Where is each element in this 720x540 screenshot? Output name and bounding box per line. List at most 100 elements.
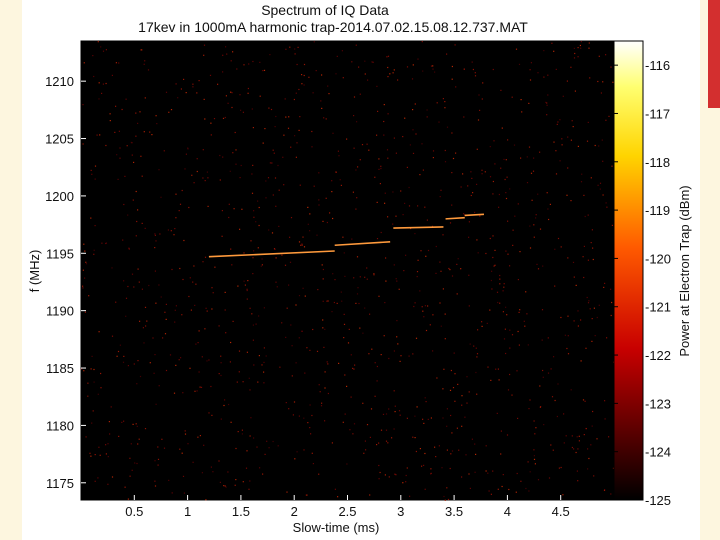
noise-speckle <box>351 61 353 63</box>
noise-speckle <box>414 437 416 439</box>
noise-speckle <box>184 433 187 435</box>
noise-speckle <box>367 79 369 81</box>
noise-speckle <box>290 217 293 219</box>
noise-speckle <box>508 488 510 491</box>
noise-speckle <box>388 408 390 410</box>
y-tick-label: 1185 <box>46 361 74 376</box>
noise-speckle <box>404 117 406 119</box>
noise-speckle <box>548 218 550 221</box>
noise-speckle <box>137 209 139 211</box>
noise-speckle <box>517 330 519 333</box>
noise-speckle <box>546 114 548 116</box>
noise-speckle <box>590 444 592 446</box>
noise-speckle <box>518 63 521 65</box>
noise-speckle <box>592 247 594 249</box>
noise-speckle <box>550 368 552 370</box>
noise-speckle <box>527 344 529 346</box>
noise-speckle <box>102 50 105 52</box>
noise-speckle <box>323 117 325 119</box>
noise-speckle <box>265 197 267 199</box>
noise-speckle <box>430 65 433 67</box>
noise-speckle <box>84 250 86 252</box>
noise-speckle <box>577 310 579 312</box>
noise-speckle <box>328 93 330 95</box>
noise-speckle <box>570 389 572 391</box>
noise-speckle <box>85 263 88 265</box>
noise-speckle <box>567 353 570 355</box>
noise-speckle <box>410 227 412 230</box>
noise-speckle <box>236 68 238 70</box>
noise-speckle <box>432 314 434 316</box>
noise-speckle <box>114 131 116 133</box>
noise-speckle <box>477 252 479 254</box>
noise-speckle <box>182 475 185 477</box>
noise-speckle <box>553 356 555 358</box>
noise-speckle <box>513 144 516 146</box>
noise-speckle <box>141 222 143 224</box>
noise-speckle <box>289 46 291 48</box>
noise-speckle <box>259 95 261 97</box>
noise-speckle <box>355 208 357 210</box>
noise-speckle <box>475 371 477 374</box>
noise-speckle <box>434 71 436 73</box>
noise-speckle <box>298 295 301 297</box>
noise-speckle <box>505 250 507 252</box>
noise-speckle <box>567 257 569 259</box>
noise-speckle <box>158 284 160 286</box>
noise-speckle <box>91 173 93 175</box>
noise-speckle <box>309 427 311 429</box>
noise-speckle <box>427 249 430 252</box>
y-tick-label: 1195 <box>46 246 74 261</box>
noise-speckle <box>154 233 156 235</box>
noise-speckle <box>415 450 417 453</box>
noise-speckle <box>85 261 87 263</box>
noise-speckle <box>311 130 313 133</box>
noise-speckle <box>253 210 255 212</box>
noise-speckle <box>97 41 99 43</box>
noise-speckle <box>107 483 109 485</box>
noise-speckle <box>111 267 113 269</box>
noise-speckle <box>542 369 544 372</box>
noise-speckle <box>88 295 90 297</box>
noise-speckle <box>210 385 212 388</box>
noise-speckle <box>182 278 184 281</box>
noise-speckle <box>322 327 324 329</box>
noise-speckle <box>588 457 590 460</box>
noise-speckle <box>91 355 93 357</box>
noise-speckle <box>571 446 573 449</box>
noise-speckle <box>393 137 395 139</box>
noise-speckle <box>516 370 518 372</box>
noise-speckle <box>507 253 509 255</box>
noise-speckle <box>353 115 355 117</box>
noise-speckle <box>224 485 226 487</box>
noise-speckle <box>303 63 306 66</box>
noise-speckle <box>518 344 520 346</box>
noise-speckle <box>137 268 139 270</box>
noise-speckle <box>334 488 336 490</box>
noise-speckle <box>268 107 270 109</box>
noise-speckle <box>303 84 305 86</box>
noise-speckle <box>553 50 555 52</box>
signal-track <box>208 213 484 258</box>
noise-speckle <box>604 418 606 420</box>
noise-speckle <box>289 261 292 263</box>
noise-speckle <box>94 225 96 227</box>
noise-speckle <box>184 430 186 432</box>
noise-speckle <box>165 303 167 305</box>
noise-speckle <box>136 383 138 385</box>
noise-speckle <box>529 225 531 227</box>
noise-speckle <box>310 433 312 435</box>
noise-speckle <box>529 247 532 249</box>
noise-speckle <box>313 41 315 43</box>
noise-speckle <box>552 449 554 451</box>
noise-speckle <box>534 433 536 435</box>
noise-speckle <box>187 147 189 149</box>
noise-speckle <box>152 337 154 339</box>
noise-speckle <box>306 494 308 496</box>
noise-speckle <box>546 192 548 194</box>
noise-speckle <box>585 428 587 430</box>
noise-speckle <box>446 449 448 451</box>
noise-speckle <box>331 180 333 182</box>
noise-speckle <box>125 297 128 299</box>
noise-speckle <box>518 311 520 313</box>
